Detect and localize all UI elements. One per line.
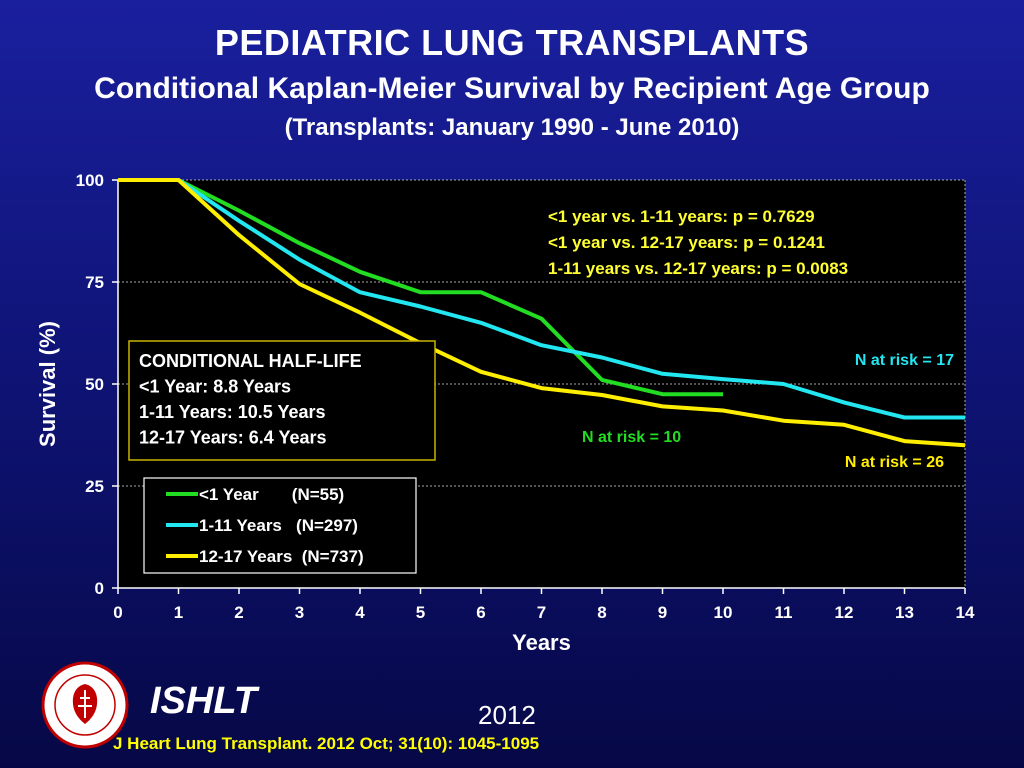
x-tick-label: 13 <box>895 603 914 622</box>
half-life-line: 12-17 Years: 6.4 Years <box>139 428 327 448</box>
x-tick-label: 0 <box>113 603 122 622</box>
x-tick-label: 2 <box>234 603 243 622</box>
y-tick-label: 25 <box>85 477 104 496</box>
x-tick-label: 6 <box>476 603 485 622</box>
x-tick-label: 11 <box>775 603 793 622</box>
n-at-risk-label: N at risk = 17 <box>855 352 954 369</box>
n-at-risk-label: N at risk = 26 <box>845 454 944 471</box>
y-axis-label: Survival (%) <box>35 321 60 447</box>
citation-text: J Heart Lung Transplant. 2012 Oct; 31(10… <box>113 734 540 753</box>
x-tick-label: 3 <box>295 603 304 622</box>
pvalue-annotation: <1 year vs. 1-11 years: p = 0.7629 <box>548 207 815 226</box>
page-subtitle: Conditional Kaplan-Meier Survival by Rec… <box>94 72 930 105</box>
y-tick-label: 75 <box>85 273 104 292</box>
y-tick-label: 50 <box>85 375 104 394</box>
pvalue-annotation: 1-11 years vs. 12-17 years: p = 0.0083 <box>548 259 848 278</box>
x-tick-label: 8 <box>597 603 606 622</box>
half-life-line: CONDITIONAL HALF-LIFE <box>139 351 362 371</box>
series-line-0 <box>118 178 723 397</box>
year-text: 2012 <box>478 700 536 730</box>
series-line-2 <box>118 178 966 448</box>
half-life-box <box>128 340 436 461</box>
brand-text: ISHLT <box>150 680 257 722</box>
x-tick-label: 12 <box>835 603 854 622</box>
y-tick-label: 100 <box>76 171 104 190</box>
y-tick-label: 0 <box>95 579 104 598</box>
x-tick-label: 10 <box>714 603 733 622</box>
x-tick-label: 9 <box>658 603 667 622</box>
x-tick-label: 5 <box>416 603 425 622</box>
ishlt-logo <box>41 661 129 749</box>
page-subtitle-range: (Transplants: January 1990 - June 2010) <box>284 114 740 141</box>
legend-label-0: <1 Year (N=55) <box>199 485 344 504</box>
x-tick-label: 1 <box>174 603 183 622</box>
legend-label-1: 1-11 Years (N=297) <box>199 516 358 535</box>
series-line-1 <box>118 178 965 420</box>
n-at-risk-label: N at risk = 10 <box>582 429 681 446</box>
half-life-line: <1 Year: 8.8 Years <box>139 377 291 397</box>
x-axis-label: Years <box>512 630 571 655</box>
half-life-line: 1-11 Years: 10.5 Years <box>139 402 326 422</box>
x-tick-label: 14 <box>956 603 975 622</box>
legend-label-2: 12-17 Years (N=737) <box>199 547 364 566</box>
x-tick-label: 7 <box>537 603 546 622</box>
pvalue-annotation: <1 year vs. 12-17 years: p = 0.1241 <box>548 233 825 252</box>
page-title: PEDIATRIC LUNG TRANSPLANTS <box>214 22 810 63</box>
x-tick-label: 4 <box>355 603 365 622</box>
